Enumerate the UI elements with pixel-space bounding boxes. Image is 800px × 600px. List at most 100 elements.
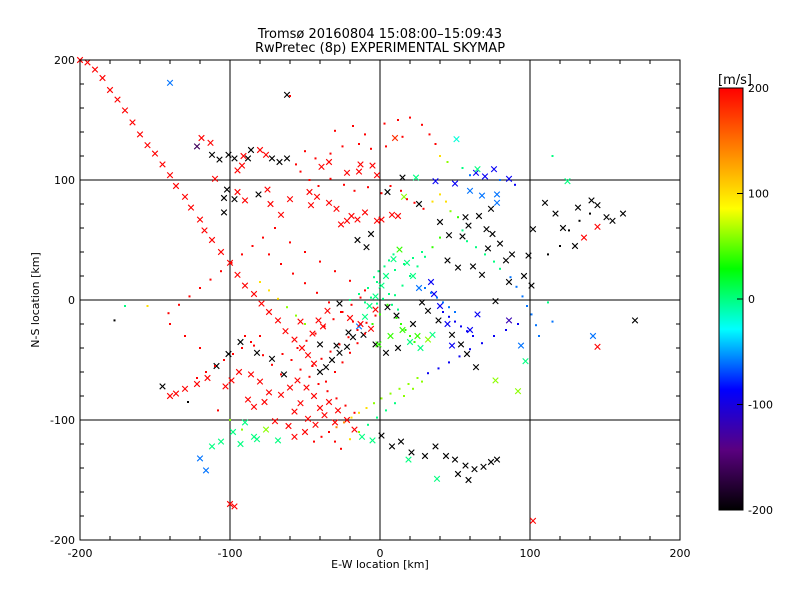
data-point-cross (375, 341, 382, 348)
data-point-dot (439, 193, 441, 196)
data-point-cross (181, 193, 189, 200)
data-point-cross (193, 380, 201, 388)
data-point-dot (244, 335, 246, 337)
data-point-dot (509, 276, 512, 279)
data-point-cross (421, 452, 429, 460)
data-point-cross (448, 331, 456, 338)
data-point-cross (280, 371, 288, 378)
data-point-cross (129, 119, 136, 126)
data-point-dot (427, 372, 429, 375)
data-point-dot (316, 291, 318, 294)
data-point-dot (241, 253, 243, 256)
chart-subtitle: RwPretec (8p) EXPERIMENTAL SKYMAP (255, 41, 505, 56)
data-point-dot (329, 350, 332, 353)
data-point-cross (306, 188, 313, 196)
data-point-dot (424, 287, 426, 289)
data-point-dot (334, 270, 336, 273)
data-point-cross (373, 217, 381, 224)
data-point-cross (394, 344, 402, 352)
data-point-dot (442, 301, 444, 304)
data-point-cross (208, 443, 216, 450)
data-point-cross (225, 151, 232, 158)
data-point-cross (262, 426, 270, 433)
data-point-cross (378, 282, 385, 289)
data-point-cross (316, 368, 324, 376)
data-point-cross (525, 252, 532, 259)
data-point-dot (493, 260, 495, 263)
data-point-cross (298, 344, 306, 352)
plot-area (76, 56, 680, 540)
data-point-cross (114, 96, 121, 103)
data-point-cross (253, 349, 261, 356)
data-point-cross (552, 210, 559, 217)
data-point-dot (308, 179, 311, 181)
data-point-cross (588, 197, 595, 204)
data-point-dot (259, 281, 261, 283)
data-point-dot (475, 246, 477, 249)
data-point-cross (207, 139, 214, 146)
data-point-cross (262, 151, 270, 158)
data-point-dot (250, 341, 252, 343)
data-point-dot (568, 229, 570, 232)
data-point-cross (430, 290, 438, 298)
data-point-cross (399, 174, 406, 181)
data-point-dot (308, 375, 311, 378)
data-point-cross (198, 134, 205, 142)
data-point-cross (228, 377, 235, 384)
data-point-cross (475, 212, 483, 220)
data-point-cross (481, 173, 489, 180)
data-point-dot (413, 201, 416, 204)
data-point-cross (445, 232, 453, 239)
data-point-cross (253, 436, 261, 443)
data-point-dot (281, 353, 284, 355)
data-point-dot (380, 192, 383, 195)
data-point-cross (415, 200, 423, 208)
data-point-dot (406, 198, 408, 201)
data-point-cross (463, 350, 471, 358)
colorbar-tick-label: -100 (748, 399, 773, 412)
data-point-cross (496, 240, 504, 247)
data-point-dot (335, 426, 338, 429)
data-point-cross (333, 342, 340, 349)
data-point-cross (459, 233, 466, 240)
data-point-dot (304, 282, 306, 285)
data-point-cross (508, 251, 516, 258)
data-point-cross (451, 456, 459, 463)
data-point-dot (505, 329, 507, 331)
data-point-cross (451, 180, 459, 187)
data-point-dot (514, 183, 516, 186)
data-point-cross (574, 204, 582, 211)
data-point-dot (551, 320, 554, 323)
data-point-cross (316, 404, 324, 412)
data-point-cross (405, 456, 412, 463)
data-point-dot (376, 302, 378, 305)
data-point-dot (493, 335, 495, 337)
data-point-dot (469, 348, 471, 351)
data-point-cross (325, 199, 333, 206)
data-point-dot (401, 284, 404, 287)
data-point-dot (268, 253, 270, 256)
data-point-cross (265, 389, 273, 396)
data-point-cross (474, 311, 481, 318)
data-point-dot (461, 167, 464, 169)
data-point-cross (258, 300, 265, 307)
data-point-dot (311, 365, 314, 367)
data-point-cross (564, 178, 571, 185)
data-point-cross (231, 503, 238, 510)
data-point-dot (352, 320, 354, 323)
data-point-dot (403, 263, 405, 265)
data-point-dot (416, 377, 419, 379)
data-point-dot (400, 189, 402, 192)
data-point-cross (297, 400, 304, 407)
colorbar-tick-label: 200 (748, 82, 769, 95)
data-point-cross (334, 407, 342, 414)
data-point-cross (241, 197, 249, 204)
data-point-dot (334, 129, 336, 132)
data-point-dot (370, 147, 372, 150)
data-point-dot (412, 387, 414, 390)
data-point-cross (234, 188, 241, 196)
data-point-dot (268, 289, 270, 292)
data-point-dot (449, 210, 452, 213)
data-point-dot (436, 296, 438, 299)
data-point-dot (559, 245, 561, 247)
